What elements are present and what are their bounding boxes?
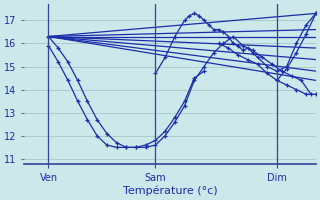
X-axis label: Température (°c): Température (°c) bbox=[123, 185, 217, 196]
